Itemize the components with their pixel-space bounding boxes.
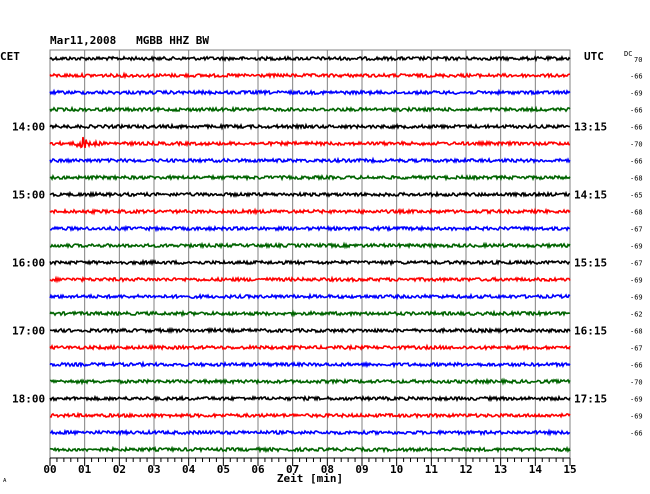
dc-offset-value: -67 bbox=[630, 260, 643, 268]
dc-offset-value: -68 bbox=[630, 175, 643, 183]
dc-offset-value: -70 bbox=[630, 141, 643, 149]
trace-line bbox=[49, 173, 571, 182]
trace-line bbox=[49, 190, 571, 199]
x-tick-label: 05 bbox=[217, 463, 230, 476]
dc-offset-value: -68 bbox=[630, 328, 643, 336]
trace-line bbox=[49, 411, 571, 420]
x-tick-label: 08 bbox=[321, 463, 334, 476]
dc-offset-value: -69 bbox=[630, 90, 643, 98]
x-tick-label: 06 bbox=[251, 463, 265, 476]
trace-line bbox=[49, 88, 571, 97]
hour-labels: 14:00 13:15 15:00 14:15 16:00 15:15 17:00 16:15… bbox=[12, 121, 607, 406]
trace-line bbox=[49, 71, 571, 80]
trace-line bbox=[49, 326, 571, 335]
x-axis-title: Zeit [min] bbox=[277, 472, 343, 485]
left-hour-label: 17:00 bbox=[12, 325, 45, 338]
right-hour-label: 13:15 bbox=[574, 121, 607, 134]
trace-line bbox=[49, 377, 571, 386]
plot-grid bbox=[49, 49, 571, 459]
chart-title: Mar11,2008 MGBB HHZ BW bbox=[50, 34, 209, 47]
left-timezone-label: CET bbox=[0, 50, 20, 63]
trace-line bbox=[49, 394, 571, 403]
trace-line bbox=[49, 445, 571, 454]
dc-offset-value: -66 bbox=[630, 124, 643, 132]
dc-offset-value: -67 bbox=[630, 345, 643, 353]
trace-line bbox=[49, 55, 571, 63]
dc-offset-column: -66 -69 -66 -66 -70 -66 -68 -65 -68 -67 -69 -67 -69 -… bbox=[630, 73, 643, 438]
trace-line bbox=[49, 292, 571, 301]
dc-offset-value: -66 bbox=[630, 362, 643, 370]
x-tick-label: 10 bbox=[390, 463, 403, 476]
dc-label: DC bbox=[624, 50, 633, 58]
dc-offset-value: -66 bbox=[630, 158, 643, 166]
x-tick-label: 07 bbox=[286, 463, 299, 476]
dc-offset-value: -62 bbox=[630, 311, 643, 319]
seismic-traces bbox=[49, 55, 571, 454]
trace-line bbox=[49, 156, 571, 165]
dc-offset-value: -66 bbox=[630, 107, 643, 115]
right-hour-label: 14:15 bbox=[574, 189, 607, 202]
right-hour-label: 17:15 bbox=[574, 393, 607, 406]
trace-line bbox=[49, 122, 571, 131]
trace-line bbox=[49, 343, 571, 352]
dc-offset-value: -65 bbox=[630, 192, 643, 200]
right-hour-label: 15:15 bbox=[574, 257, 607, 270]
left-hour-label: 16:00 bbox=[12, 257, 45, 270]
x-tick-label: 13 bbox=[494, 463, 507, 476]
dc-offset-value: -66 bbox=[630, 73, 643, 81]
x-tick-label: 09 bbox=[355, 463, 368, 476]
trace-line bbox=[49, 258, 571, 267]
left-hour-label: 15:00 bbox=[12, 189, 45, 202]
left-hour-label: 14:00 bbox=[12, 121, 45, 134]
x-tick-label: 02 bbox=[113, 463, 126, 476]
dc-offset-value: -69 bbox=[630, 413, 643, 421]
footer-mark: ᴬ bbox=[2, 478, 8, 488]
x-tick-label: 15 bbox=[563, 463, 576, 476]
dc-offset-value: -69 bbox=[630, 277, 643, 285]
dc-top-value: 70 bbox=[634, 56, 643, 64]
trace-line bbox=[49, 360, 571, 369]
trace-line bbox=[49, 428, 571, 437]
right-timezone-label: UTC bbox=[584, 50, 604, 63]
trace-line bbox=[49, 224, 571, 233]
x-tick-label: 04 bbox=[182, 463, 196, 476]
left-hour-label: 18:00 bbox=[12, 393, 45, 406]
x-axis: 00 01 02 03 04 05 06 07 08 09 10 11 12 13 14 15 Zeit [mi… bbox=[43, 457, 577, 485]
x-tick-label: 03 bbox=[147, 463, 160, 476]
x-tick-label: 11 bbox=[425, 463, 439, 476]
x-tick-label: 12 bbox=[459, 463, 472, 476]
dc-offset-value: -69 bbox=[630, 243, 643, 251]
trace-line bbox=[49, 207, 571, 216]
x-tick-label: 00 bbox=[43, 463, 56, 476]
dc-offset-value: -69 bbox=[630, 294, 643, 302]
dc-offset-value: -70 bbox=[630, 379, 643, 387]
trace-line bbox=[49, 136, 571, 149]
trace-line bbox=[49, 105, 571, 114]
trace-line bbox=[49, 241, 571, 250]
dc-offset-value: -67 bbox=[630, 226, 643, 234]
trace-line bbox=[49, 275, 571, 284]
x-tick-label: 01 bbox=[78, 463, 92, 476]
trace-line bbox=[49, 309, 571, 318]
x-tick-label: 14 bbox=[529, 463, 543, 476]
right-hour-label: 16:15 bbox=[574, 325, 607, 338]
dc-offset-value: -66 bbox=[630, 430, 643, 438]
dc-offset-value: -68 bbox=[630, 209, 643, 217]
dc-offset-value: -69 bbox=[630, 396, 643, 404]
